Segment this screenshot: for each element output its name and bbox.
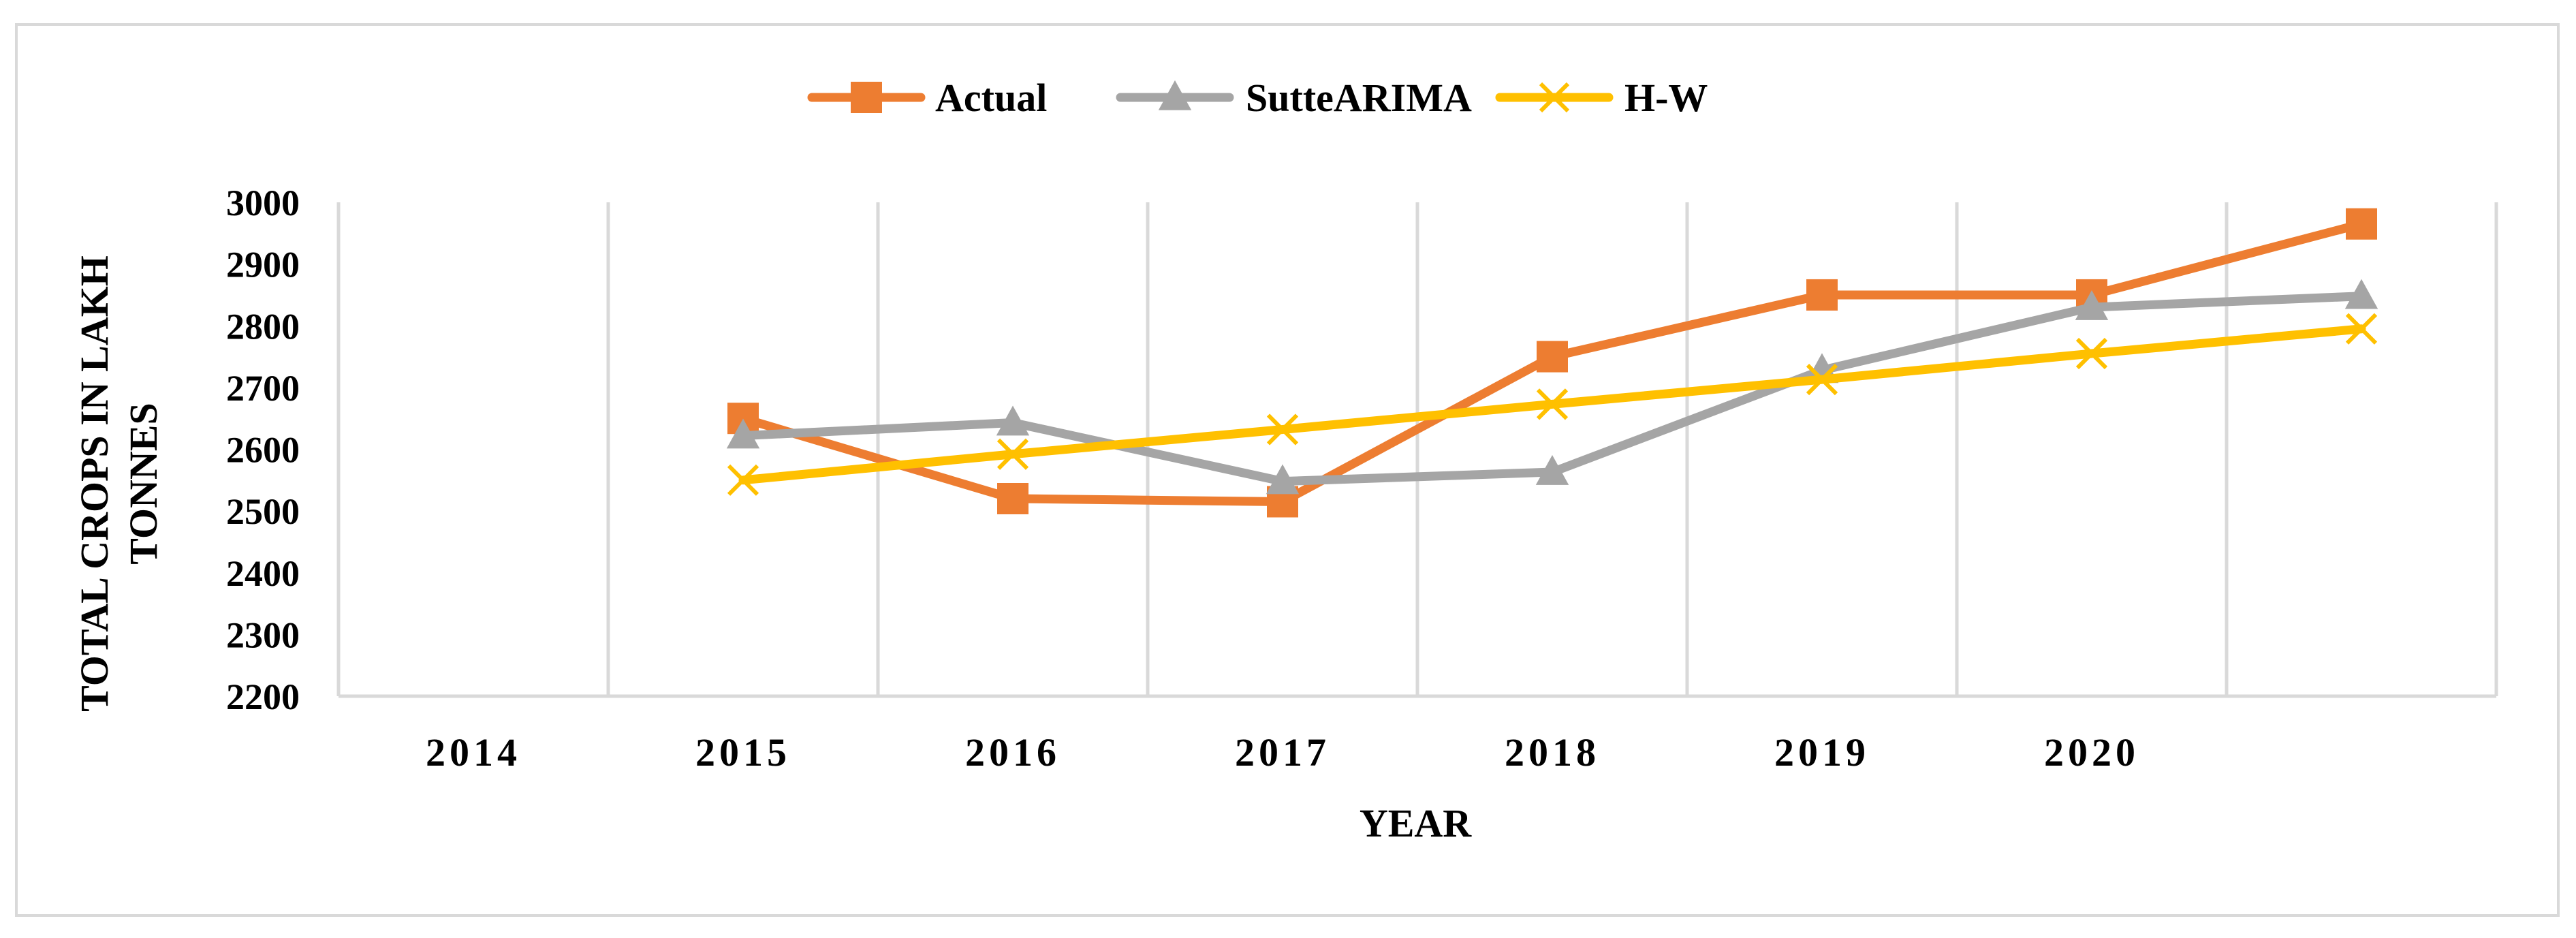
x-tick-label: 2019 (1774, 730, 1870, 775)
data-point-h-w (1536, 388, 1569, 420)
data-point-suttearima (1266, 464, 1300, 495)
y-tick-label: 2900 (226, 245, 300, 285)
legend-label-h-w: H-W (1624, 76, 1708, 120)
data-point-suttearima (726, 418, 760, 449)
y-axis-title-line-1: TOTAL CROPS IN LAKH (72, 255, 116, 712)
legend-marker-h-w (1539, 82, 1570, 113)
x-tick-label: 2017 (1235, 730, 1330, 775)
chart-frame (15, 23, 2560, 917)
y-tick-label: 3000 (226, 183, 300, 223)
data-point-suttearima (2075, 290, 2109, 320)
data-point-h-w (2075, 337, 2108, 370)
data-point-suttearima (2344, 279, 2378, 309)
x-tick-label: 2015 (695, 730, 791, 775)
data-point-suttearima (1535, 454, 1569, 485)
legend-label-suttearima: SutteARIMA (1246, 76, 1472, 120)
y-tick-label: 2800 (226, 306, 300, 347)
y-axis-title-line-2: TONNES (121, 403, 166, 564)
axes: 2200 2300 2400 2500 2600 2700 2800 2900 3000 2014… (226, 183, 2496, 775)
data-point-h-w (2345, 313, 2378, 345)
data-point-h-w (1266, 413, 1299, 445)
y-tick-label: 2700 (226, 368, 300, 409)
data-point-actual (1537, 341, 1568, 373)
x-tick-label: 2016 (965, 730, 1061, 775)
series (726, 208, 2378, 518)
data-point-actual (1806, 279, 1838, 311)
data-point-actual (2346, 208, 2377, 240)
legend-marker-suttearima (1158, 80, 1192, 110)
y-tick-label: 2200 (226, 676, 300, 717)
gridlines (336, 202, 2498, 696)
y-tick-label: 2300 (226, 614, 300, 655)
x-tick-label: 2018 (1505, 730, 1600, 775)
legend-label-actual: Actual (935, 76, 1047, 120)
data-point-suttearima (996, 405, 1030, 436)
legend-marker-actual (851, 82, 882, 113)
legend: Actual SutteARIMA H-W (807, 76, 1708, 120)
data-point-h-w (727, 464, 759, 496)
x-tick-label: 2020 (2044, 730, 2139, 775)
data-point-h-w (1806, 363, 1838, 396)
x-axis-title: YEAR (1360, 801, 1472, 845)
data-point-actual (997, 483, 1028, 514)
y-tick-label: 2600 (226, 430, 300, 471)
y-tick-label: 2400 (226, 553, 300, 594)
x-tick-label: 2014 (426, 730, 521, 775)
data-point-h-w (996, 438, 1029, 470)
y-tick-label: 2500 (226, 491, 300, 532)
